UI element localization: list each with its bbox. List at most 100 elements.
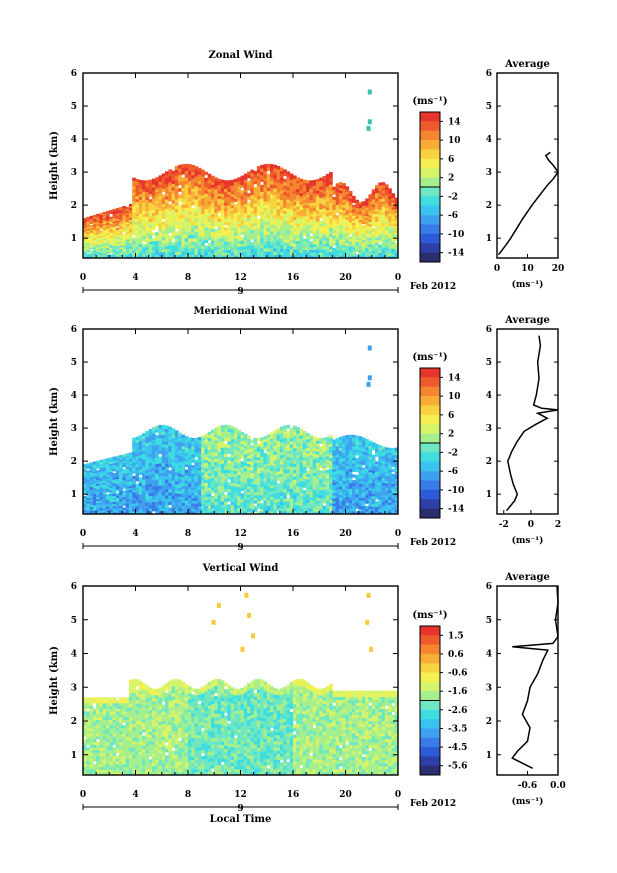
- profile-y-tick-label: 5: [486, 616, 492, 626]
- x-tick-label: 12: [234, 273, 247, 283]
- y-tick-label: 3: [71, 168, 77, 178]
- colorbar-bin: [420, 480, 440, 491]
- x-tick-label: 16: [287, 273, 300, 283]
- profile-x-tick-label: 0: [528, 520, 534, 530]
- y-tick-label: 1: [71, 234, 77, 244]
- colorbar-tick-label: -2: [448, 448, 458, 458]
- x-tick-label: 20: [339, 273, 352, 283]
- panel-title: Zonal Wind: [208, 50, 272, 61]
- x-tick-label: 16: [287, 529, 300, 539]
- colorbar-tick-label: 6: [448, 155, 454, 165]
- profile-y-tick-label: 6: [486, 582, 492, 592]
- profile-y-tick-label: 4: [486, 391, 492, 401]
- day-label: 9: [237, 804, 243, 814]
- colorbar-tick-label: -14: [448, 505, 464, 515]
- profile-title: Average: [504, 59, 550, 70]
- colorbar-tick-label: 10: [448, 136, 461, 146]
- colorbar-tick-label: -0.6: [448, 669, 467, 679]
- colorbar-unit: (ms⁻¹): [412, 610, 447, 621]
- y-tick-label: 3: [71, 424, 77, 434]
- colorbar: (ms⁻¹)14 10 6 2 -2 -6 -10 -14: [412, 96, 464, 263]
- colorbar-tick-label: 6: [448, 411, 454, 421]
- colorbar-bin: [420, 112, 440, 122]
- y-axis-label: Height (km): [49, 131, 60, 200]
- colorbar-bin: [420, 461, 440, 472]
- profile-x-tick-label: 10: [521, 264, 534, 274]
- colorbar-bin: [420, 252, 440, 263]
- colorbar-bin: [420, 177, 440, 188]
- colorbar-bin: [420, 737, 440, 748]
- profile-x-tick-label: 0.0: [550, 781, 566, 791]
- colorbar-bin: [420, 224, 440, 235]
- profile-y-tick-label: 3: [486, 424, 492, 434]
- profile-y-tick-label: 1: [486, 234, 492, 244]
- y-tick-label: 6: [71, 325, 77, 335]
- date-label: Feb 2012: [410, 538, 456, 548]
- y-tick-label: 5: [71, 358, 77, 368]
- profile-y-tick-label: 4: [486, 135, 492, 145]
- colorbar-unit: (ms⁻¹): [412, 96, 447, 107]
- y-axis-label: Height (km): [49, 387, 60, 456]
- colorbar-tick-label: -6: [448, 467, 458, 477]
- heatmap-field: [83, 89, 399, 259]
- colorbar-tick-label: 14: [448, 117, 461, 127]
- panel-title: Vertical Wind: [202, 563, 279, 574]
- profile-line: [497, 151, 559, 256]
- colorbar-tick-label: -3.5: [448, 724, 467, 734]
- colorbar: (ms⁻¹)14 10 6 2 -2 -6 -10 -14: [412, 352, 464, 519]
- colorbar-bin: [420, 765, 440, 776]
- day-label: 9: [237, 287, 243, 297]
- profile-y-tick-label: 1: [486, 751, 492, 761]
- colorbar-bin: [420, 433, 440, 444]
- colorbar-bin: [420, 187, 440, 197]
- profile-x-label: (ms⁻¹): [512, 279, 544, 290]
- colorbar-bin: [420, 681, 440, 692]
- y-tick-label: 2: [71, 201, 77, 211]
- colorbar-bin: [420, 168, 440, 178]
- y-tick-label: 2: [71, 457, 77, 467]
- x-tick-label: 0: [80, 529, 86, 539]
- colorbar-bin: [420, 396, 440, 406]
- panel-title: Meridional Wind: [193, 306, 287, 317]
- profile-frame: [496, 585, 559, 776]
- x-tick-label: 16: [287, 790, 300, 800]
- average-profile: Average 1 2 3 4 5 6 -0.6 0.0 (ms⁻¹): [486, 572, 566, 807]
- profile-y-tick-label: 6: [486, 325, 492, 335]
- colorbar-bin: [420, 149, 440, 160]
- y-tick-label: 4: [71, 391, 77, 401]
- profile-y-tick-label: 4: [486, 650, 492, 660]
- colorbar-tick-label: -2.6: [448, 706, 467, 716]
- colorbar-bin: [420, 215, 440, 225]
- colorbar-bin: [420, 377, 440, 388]
- colorbar-bin: [420, 709, 440, 720]
- y-tick-label: 1: [71, 751, 77, 761]
- colorbar-bin: [420, 158, 440, 169]
- profile-y-tick-label: 1: [486, 490, 492, 500]
- y-tick-label: 2: [71, 717, 77, 727]
- profile-title: Average: [504, 315, 550, 326]
- profile-y-tick-label: 5: [486, 102, 492, 112]
- x-tick-label: 4: [132, 790, 138, 800]
- x-tick-label: 12: [234, 529, 247, 539]
- heatmap-field: [83, 345, 399, 515]
- colorbar-bin: [420, 672, 440, 683]
- profile-y-tick-label: 3: [486, 683, 492, 693]
- average-profile: Average 1 2 3 4 5 6 0 10 20 (ms⁻¹): [486, 59, 565, 290]
- profile-frame: [496, 328, 559, 515]
- profile-line: [511, 585, 559, 769]
- colorbar-bin: [420, 121, 440, 132]
- x-tick-label: 0: [395, 273, 401, 283]
- x-tick-label: 20: [339, 529, 352, 539]
- colorbar-bin: [420, 489, 440, 500]
- y-tick-label: 4: [71, 650, 77, 660]
- profile-x-tick-label: -2: [499, 520, 509, 530]
- colorbar-tick-label: 2: [448, 174, 454, 184]
- colorbar-bin: [420, 386, 440, 397]
- colorbar-bin: [420, 368, 440, 378]
- x-axis-label: Local Time: [210, 814, 272, 825]
- colorbar-bin: [420, 700, 440, 711]
- y-tick-label: 1: [71, 490, 77, 500]
- profile-y-tick-label: 5: [486, 358, 492, 368]
- colorbar-tick-label: -14: [448, 249, 464, 259]
